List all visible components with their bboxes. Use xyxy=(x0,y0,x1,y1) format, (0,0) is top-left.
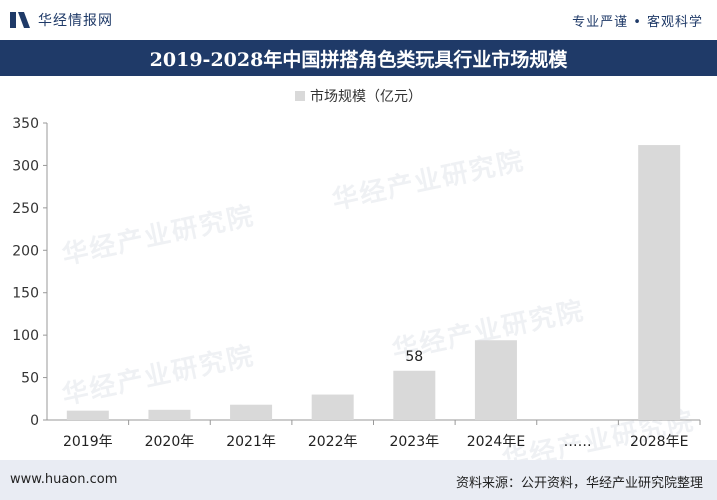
x-tick-label: 2023年 xyxy=(389,434,439,450)
x-tick-label: 2028年E xyxy=(630,434,688,450)
legend-swatch xyxy=(295,91,305,101)
y-tick-label: 250 xyxy=(12,201,39,217)
bar xyxy=(393,370,436,420)
bar xyxy=(311,394,354,420)
logo-icon xyxy=(10,12,30,28)
legend: 市场规模（亿元） xyxy=(0,86,717,106)
x-tick-label: 2019年 xyxy=(63,434,113,450)
y-tick-label: 300 xyxy=(12,158,39,174)
data-label: 58 xyxy=(405,349,423,365)
logo-text: 华经情报网 xyxy=(38,13,113,29)
bar xyxy=(230,404,273,420)
footer: www.huaon.com 资料来源：公开资料，华经产业研究院整理 xyxy=(0,460,717,500)
legend-label: 市场规模（亿元） xyxy=(310,89,422,105)
y-tick-label: 350 xyxy=(12,116,39,132)
bar xyxy=(638,145,681,420)
website-link[interactable]: www.huaon.com xyxy=(10,472,118,487)
top-bar: 华经情报网 专业严谨 • 客观科学 xyxy=(0,0,717,40)
chart-title: 2019-2028年中国拼搭角色类玩具行业市场规模 xyxy=(0,40,717,76)
y-tick-label: 100 xyxy=(12,328,39,344)
bar xyxy=(66,410,109,420)
source-note: 资料来源：公开资料，华经产业研究院整理 xyxy=(455,476,703,491)
bar xyxy=(474,340,517,420)
y-tick-label: 0 xyxy=(30,413,39,429)
x-tick-label: 2021年 xyxy=(226,434,276,450)
bar xyxy=(148,409,191,420)
x-tick-label: 2022年 xyxy=(308,434,358,450)
x-tick-label: 2020年 xyxy=(145,434,195,450)
x-tick-label: 2024年E xyxy=(467,434,525,450)
x-tick-label: …… xyxy=(564,434,592,450)
y-tick-label: 50 xyxy=(21,371,39,387)
y-tick-label: 150 xyxy=(12,286,39,302)
y-tick-label: 200 xyxy=(12,243,39,259)
logo: 华经情报网 xyxy=(10,9,113,31)
tagline: 专业严谨 • 客观科学 xyxy=(572,15,703,30)
